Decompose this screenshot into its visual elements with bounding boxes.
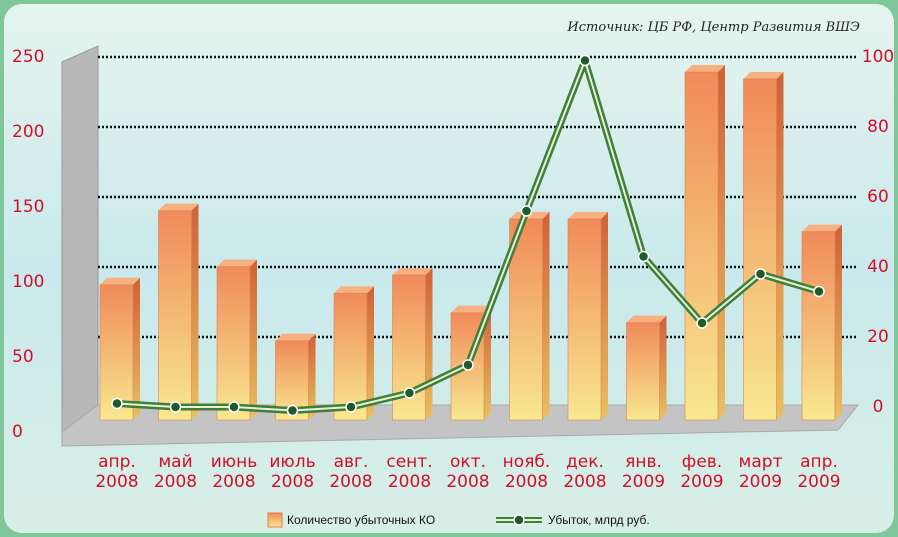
bar <box>684 65 725 421</box>
legend-point <box>513 514 525 526</box>
y2-tick-label: 0 <box>873 397 884 417</box>
legend-label: Количество убыточных КО <box>287 513 436 527</box>
bar-side <box>133 277 140 420</box>
bar <box>158 203 199 421</box>
x-tick-label: май 2008 <box>153 452 198 492</box>
y-tick-label: 250 <box>12 47 44 67</box>
y-tick-label: 0 <box>12 422 23 442</box>
bar-top <box>451 305 491 313</box>
bar-side <box>425 268 433 420</box>
y-tick-label: 100 <box>12 272 44 292</box>
line-point <box>579 54 591 67</box>
line-point <box>169 401 182 413</box>
x-tick-label: апр. 2009 <box>797 452 841 492</box>
bar <box>567 212 608 421</box>
bar <box>801 224 842 421</box>
bar <box>743 72 784 421</box>
bar-side <box>776 72 784 420</box>
bar-front <box>684 71 719 421</box>
bar-side <box>601 212 608 420</box>
bar-top <box>626 315 667 323</box>
axis-wall <box>61 45 99 433</box>
line-point <box>403 387 416 399</box>
line-point <box>111 397 123 410</box>
bar-front <box>333 292 368 421</box>
bar <box>216 259 257 421</box>
x-tick-label: окт. 2008 <box>446 452 490 492</box>
bar-top <box>568 212 608 219</box>
bar-side <box>308 333 316 420</box>
bar-front <box>216 266 251 421</box>
y2-tick-label: 100 <box>862 47 894 67</box>
bar-side <box>484 305 491 420</box>
y2-tick-label: 20 <box>867 327 889 347</box>
bar-top <box>100 277 140 285</box>
bar-front <box>626 322 660 421</box>
x-tick-label: янв. 2009 <box>621 452 666 492</box>
bar-side <box>191 203 199 420</box>
bar <box>99 277 140 421</box>
line-point <box>286 404 299 417</box>
x-tick-label: апр. 2008 <box>95 452 139 492</box>
legend-label: Убыток, млрд руб. <box>548 513 650 527</box>
bar-side <box>835 224 842 420</box>
bar-top <box>158 203 199 211</box>
y-tick-label: 200 <box>12 122 44 142</box>
bar-front <box>99 284 134 421</box>
bar <box>509 212 550 421</box>
y-tick-label: 50 <box>12 347 34 367</box>
y-tick-label: 150 <box>12 197 44 217</box>
line-point <box>228 401 240 413</box>
x-tick-label: нояб. 2008 <box>502 452 551 492</box>
y2-tick-label: 40 <box>867 257 889 277</box>
line-point <box>520 205 533 217</box>
line-point <box>754 268 767 280</box>
x-tick-label: дек. 2008 <box>563 452 607 492</box>
bar-top <box>743 72 784 79</box>
line-point <box>637 250 650 263</box>
bar-top <box>685 65 725 72</box>
bar-front <box>801 231 836 421</box>
bar-side <box>542 212 550 420</box>
x-tick-label: март 2009 <box>738 452 783 492</box>
bar-side <box>659 315 667 420</box>
bar-side <box>250 259 257 420</box>
source: Источник: ЦБ РФ, Центр Развития ВШЭ <box>567 20 860 35</box>
y2-tick-label: 60 <box>867 187 889 207</box>
bar <box>626 315 667 421</box>
bar-side <box>718 65 725 420</box>
line-point <box>462 359 474 371</box>
bar-top <box>334 286 374 294</box>
x-tick-label: авг. 2008 <box>329 452 373 492</box>
line-point <box>345 401 357 413</box>
bar-top <box>217 259 257 267</box>
x-tick-label: июль 2008 <box>269 452 316 492</box>
y2-tick-label: 80 <box>867 117 889 137</box>
bar-front <box>743 78 777 421</box>
bar-side <box>367 286 374 420</box>
x-tick-label: фев. 2009 <box>680 452 724 492</box>
legend-swatch <box>267 512 283 528</box>
x-tick-label: июнь 2008 <box>210 452 258 492</box>
bar-top <box>392 268 433 275</box>
bar-front <box>158 210 192 421</box>
bar-front <box>509 218 543 421</box>
line-point <box>813 285 825 298</box>
x-tick-label: сент. 2008 <box>386 452 433 492</box>
bar-top <box>802 224 842 232</box>
bar-front <box>567 218 602 421</box>
bar <box>333 286 374 421</box>
bar-top <box>275 333 316 341</box>
line-point <box>696 317 708 329</box>
